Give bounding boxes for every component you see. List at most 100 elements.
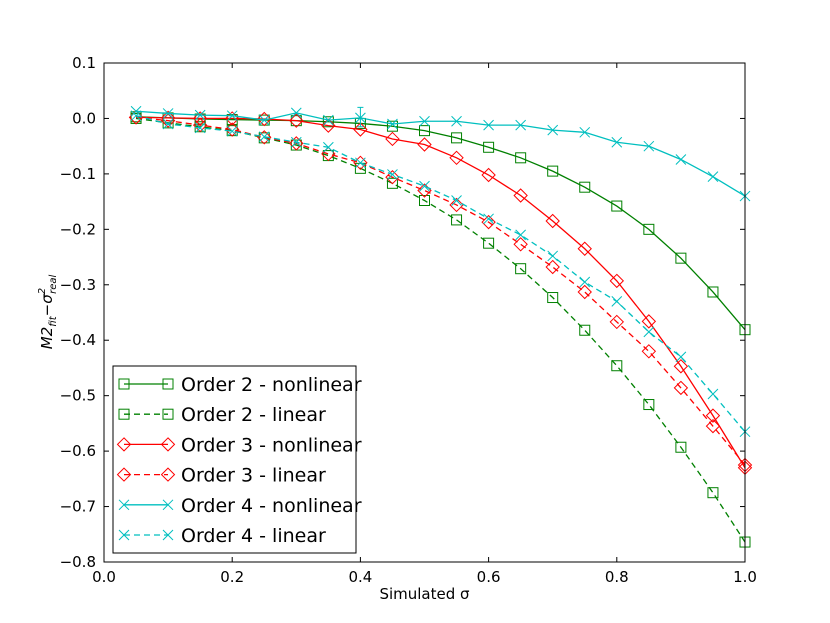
data-point bbox=[449, 150, 464, 166]
legend-label: Order 2 - nonlinear bbox=[181, 374, 362, 396]
data-point bbox=[673, 359, 689, 374]
data-point bbox=[258, 114, 270, 126]
plot-frame bbox=[103, 62, 746, 563]
data-point bbox=[515, 229, 527, 241]
data-point bbox=[290, 107, 302, 119]
data-point bbox=[707, 171, 719, 183]
y-tick-label: −0.5 bbox=[60, 387, 96, 405]
data-point bbox=[643, 326, 655, 338]
data-point bbox=[515, 119, 527, 131]
data-point bbox=[675, 154, 687, 165]
legend-entry: Order 4 - nonlinear bbox=[118, 495, 362, 517]
legend-marker bbox=[162, 408, 174, 420]
data-point bbox=[707, 487, 719, 499]
data-point bbox=[353, 122, 368, 137]
error-bar bbox=[357, 106, 364, 128]
x-tick-label: 1.0 bbox=[733, 568, 757, 586]
data-point bbox=[130, 105, 142, 117]
data-point bbox=[579, 276, 591, 288]
y-tick-label: −0.4 bbox=[60, 331, 96, 349]
data-point bbox=[162, 118, 174, 130]
data-point bbox=[289, 136, 304, 151]
data-point bbox=[483, 119, 494, 131]
y-tick-label: −0.2 bbox=[60, 220, 96, 238]
data-point bbox=[257, 130, 272, 145]
series-5 bbox=[130, 110, 751, 438]
data-point bbox=[321, 118, 336, 133]
data-point bbox=[385, 131, 400, 147]
x-axis-label: Simulated σ bbox=[379, 585, 470, 603]
x-tick-label: 0.0 bbox=[92, 568, 116, 586]
data-point bbox=[419, 180, 430, 192]
data-point bbox=[194, 122, 206, 134]
series-3 bbox=[128, 110, 753, 473]
series-line bbox=[135, 115, 746, 433]
data-point bbox=[449, 197, 464, 213]
data-point bbox=[609, 314, 625, 330]
data-point bbox=[611, 296, 623, 307]
legend-entry: Order 3 - nonlinear bbox=[116, 434, 362, 456]
y-tick-label: 0.1 bbox=[72, 54, 96, 72]
x-tick-label: 0.8 bbox=[605, 568, 629, 586]
series-line bbox=[136, 110, 746, 197]
data-point bbox=[707, 388, 719, 400]
data-point bbox=[451, 132, 463, 144]
data-point bbox=[226, 110, 238, 122]
legend-label: Order 4 - nonlinear bbox=[181, 495, 362, 517]
data-point bbox=[513, 188, 528, 203]
data-point bbox=[355, 157, 366, 169]
data-point bbox=[385, 170, 400, 185]
legend-entry: Order 2 - nonlinear bbox=[118, 374, 362, 396]
series-2 bbox=[128, 110, 753, 475]
data-point bbox=[483, 237, 495, 249]
data-point bbox=[162, 108, 174, 119]
data-point bbox=[611, 360, 623, 372]
y-tick-label: −0.3 bbox=[60, 276, 96, 294]
errorbar-layer bbox=[357, 106, 364, 128]
data-point bbox=[289, 113, 304, 128]
data-point bbox=[451, 214, 463, 226]
data-point bbox=[322, 141, 334, 153]
legend-marker bbox=[118, 499, 130, 511]
legend-marker bbox=[160, 467, 176, 482]
data-point bbox=[641, 344, 657, 359]
data-point bbox=[547, 292, 559, 304]
data-point bbox=[675, 252, 687, 264]
data-point bbox=[419, 115, 430, 127]
data-point bbox=[673, 380, 689, 396]
data-point bbox=[579, 126, 591, 138]
legend-entry: Order 2 - linear bbox=[118, 404, 326, 426]
data-point bbox=[387, 169, 398, 180]
data-point bbox=[609, 273, 625, 289]
data-point bbox=[545, 213, 560, 229]
data-point bbox=[707, 286, 719, 298]
legend-label: Order 3 - linear bbox=[181, 465, 326, 487]
data-point bbox=[641, 314, 657, 329]
data-point bbox=[387, 118, 398, 130]
data-point bbox=[290, 136, 302, 148]
legend-marker bbox=[118, 378, 130, 390]
legend-entry: Order 3 - linear bbox=[116, 465, 326, 487]
series-line bbox=[136, 116, 746, 469]
legend-label: Order 2 - linear bbox=[181, 404, 326, 426]
data-point bbox=[258, 131, 270, 143]
legend: Order 2 - nonlinear Order 2 - linear Order… bbox=[112, 365, 362, 554]
data-point bbox=[611, 136, 623, 148]
data-point bbox=[481, 167, 496, 183]
data-point bbox=[417, 137, 432, 152]
data-point bbox=[675, 441, 687, 453]
data-point bbox=[513, 237, 528, 252]
data-point bbox=[515, 152, 527, 164]
data-point bbox=[577, 284, 592, 300]
data-point bbox=[675, 351, 687, 363]
data-point bbox=[547, 250, 559, 262]
data-point bbox=[257, 111, 272, 127]
y-tick-label: −0.6 bbox=[60, 442, 96, 460]
data-point bbox=[386, 177, 398, 189]
data-point bbox=[547, 165, 559, 177]
data-point bbox=[643, 140, 655, 152]
data-point bbox=[160, 113, 176, 128]
legend-marker bbox=[116, 467, 132, 482]
data-point bbox=[705, 418, 721, 434]
